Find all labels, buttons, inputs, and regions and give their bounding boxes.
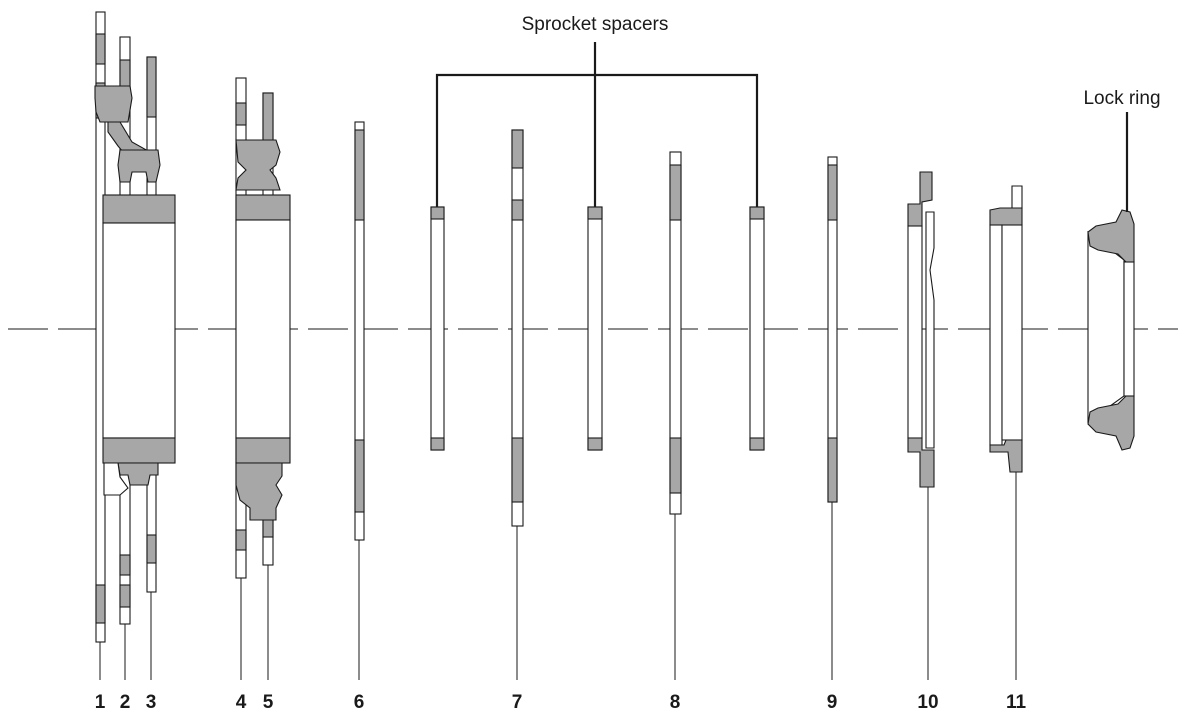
sprocket-spacer-1 (430, 206, 445, 451)
sprocket-spacer-2 (587, 206, 603, 451)
sprocket-7 (511, 129, 524, 527)
sprocket-spacer-3 (749, 206, 765, 451)
carrier-1-body (102, 222, 176, 439)
part-number-8: 8 (670, 692, 681, 713)
part-number-5: 5 (263, 692, 274, 713)
part-number-1: 1 (95, 692, 106, 713)
sprocket-11 (989, 185, 1023, 473)
part-number-2: 2 (120, 692, 131, 713)
sprocket-spacers-bracket (435, 42, 759, 207)
part-number-4: 4 (236, 692, 247, 713)
lock-ring (1087, 209, 1135, 451)
part-number-3: 3 (146, 692, 157, 713)
carrier-2-bottom (235, 437, 291, 464)
sprocket-8 (669, 151, 682, 515)
part-lead-lines (99, 472, 1017, 680)
carrier-2-body (235, 219, 291, 439)
carrier-1-top (102, 194, 176, 224)
sprocket-10 (907, 171, 935, 488)
sprocket-9 (827, 156, 838, 503)
part-number-10: 10 (917, 692, 938, 713)
carrier-1-bottom (102, 437, 176, 464)
sprocket-cluster-4-5 (235, 77, 291, 579)
part-number-11: 11 (1006, 692, 1027, 713)
part-numbers: 1 2 3 4 5 6 7 8 9 10 11 (95, 692, 1027, 713)
part-number-7: 7 (512, 692, 523, 713)
lock-ring-label: Lock ring (1083, 88, 1160, 109)
sprocket-cluster-1-2-3 (94, 11, 176, 643)
sprocket-spacers-label: Sprocket spacers (522, 14, 669, 35)
sprocket-6 (354, 121, 365, 541)
part-number-6: 6 (354, 692, 365, 713)
part-number-9: 9 (827, 692, 838, 713)
carrier-2-top (235, 194, 291, 221)
